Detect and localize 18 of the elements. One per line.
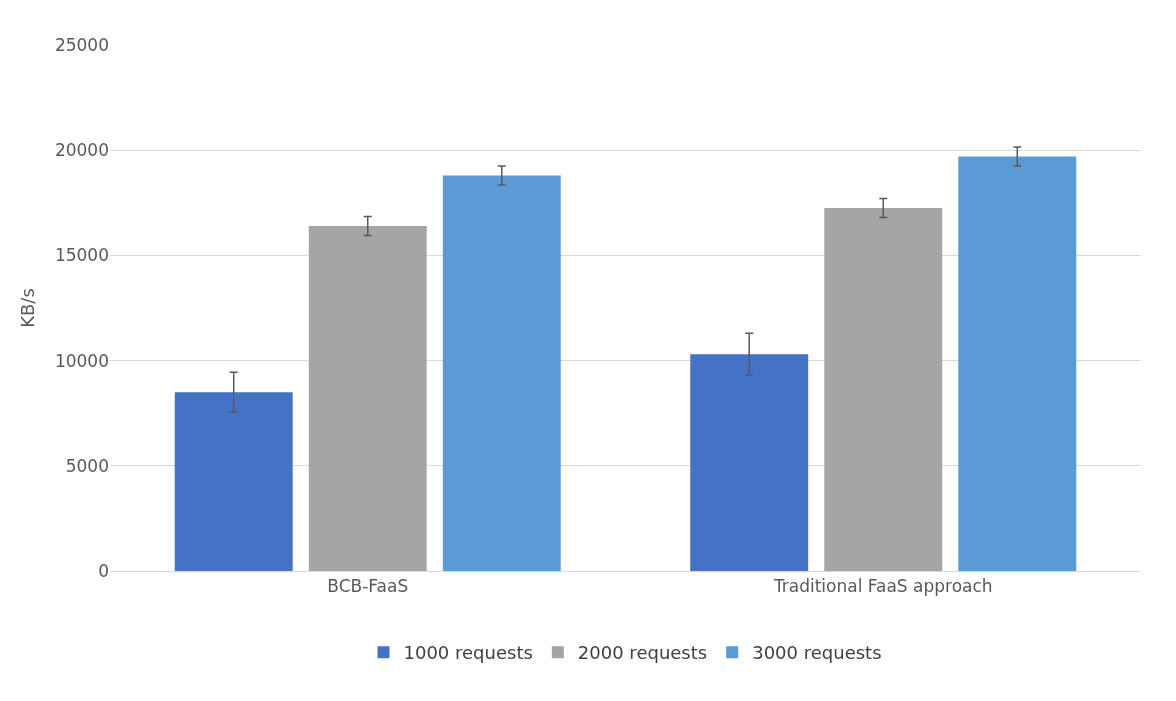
legend-label: 2000 requests <box>577 642 708 664</box>
x-tick-label: Traditional FaaS approach <box>772 576 993 597</box>
bar <box>690 354 809 571</box>
bar <box>442 175 561 571</box>
x-tick-label: BCB-FaaS <box>327 576 409 597</box>
bar <box>958 156 1077 571</box>
y-tick-label: 25000 <box>54 34 109 55</box>
bar <box>308 225 427 571</box>
y-tick-label: 20000 <box>54 140 109 161</box>
legend-label: 1000 requests <box>403 642 533 664</box>
y-tick-label: 0 <box>98 560 109 581</box>
y-axis-title: KB/s <box>17 288 39 328</box>
y-tick-label: 15000 <box>54 245 109 266</box>
bar <box>174 392 293 571</box>
y-tick-label: 10000 <box>54 350 109 371</box>
y-tick-label: 5000 <box>65 455 109 476</box>
legend-label: 3000 requests <box>752 642 882 664</box>
bar <box>824 208 943 571</box>
